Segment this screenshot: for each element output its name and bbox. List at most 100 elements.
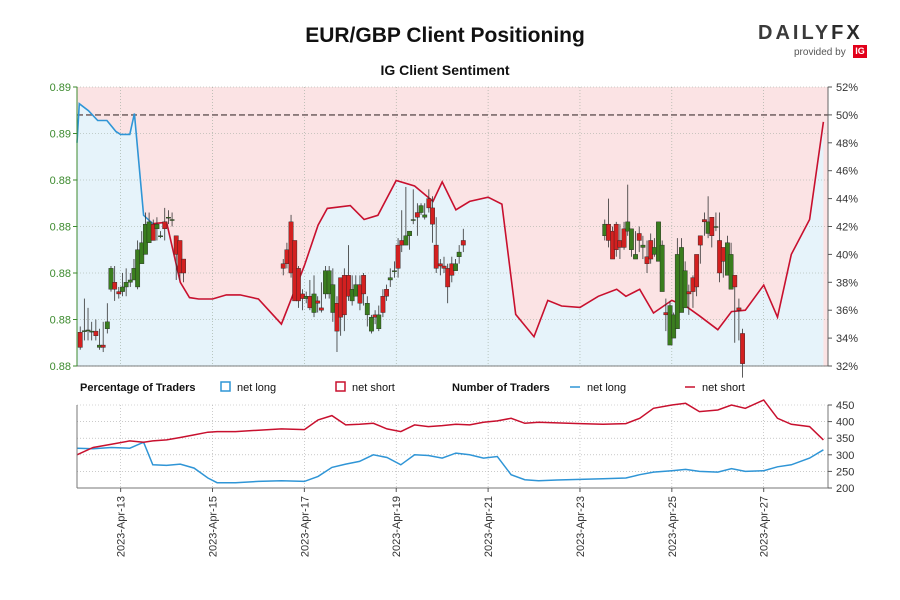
candle-bull: [158, 235, 163, 238]
logo-provided-by: provided by: [794, 47, 846, 58]
candle-bear: [732, 275, 738, 288]
candle-bear: [613, 223, 619, 250]
candle-bear: [445, 268, 451, 288]
candle-bear: [93, 330, 99, 336]
candle-bull: [674, 254, 680, 329]
candle-bear: [361, 275, 367, 295]
traders-gridlines: [77, 404, 828, 489]
candle-bear: [341, 275, 347, 316]
candle-bear: [150, 223, 156, 241]
traders-tick-label: 350: [836, 433, 854, 445]
price-tick-label: 0.88: [50, 222, 71, 234]
percent-tick-label: 48%: [836, 138, 858, 150]
candle-bull: [656, 221, 661, 262]
net-long-traders-line: [76, 441, 824, 484]
candle-bear: [414, 212, 420, 218]
price-tick-label: 0.89: [50, 129, 71, 141]
candle-bull: [154, 223, 160, 230]
candle-bear: [686, 291, 692, 295]
legend-pct-long-swatch: [220, 381, 231, 392]
candle-bear: [307, 296, 313, 309]
candle-bear: [644, 256, 650, 264]
candle-bear: [709, 216, 715, 236]
candle-bear: [636, 233, 642, 241]
candle-bull: [364, 303, 370, 316]
candle-bull: [369, 316, 374, 332]
candle-bull: [391, 270, 397, 272]
candle-bear: [740, 333, 745, 364]
candle-bull: [135, 249, 141, 288]
candle-bull: [108, 268, 114, 290]
candle-bear: [702, 219, 707, 223]
legend-num-short: net short: [702, 382, 745, 394]
candle-bull: [387, 277, 393, 281]
candle-bear: [380, 296, 386, 313]
percent-tick-label: 50%: [836, 110, 858, 122]
candle-bear: [162, 221, 168, 230]
candle-bull: [120, 286, 125, 292]
candle-bear: [395, 244, 401, 269]
candle-bear: [295, 268, 301, 302]
traders-plot-area: [77, 405, 828, 488]
legend-num-heading: Number of Traders: [452, 382, 550, 394]
net-short-traders-line: [76, 399, 824, 456]
candle-bear: [697, 235, 703, 246]
percent-tick-label: 52%: [836, 82, 858, 94]
candle-bear: [617, 240, 623, 248]
candle-bull: [169, 219, 175, 221]
traders-tick-label: 400: [836, 417, 854, 429]
candle-bull: [682, 270, 688, 309]
candle-bull: [326, 270, 332, 295]
dailyfx-logo: DAILYFX provided by IG: [758, 22, 868, 62]
ig-logo-icon: IG: [853, 45, 867, 58]
candle-bull: [456, 251, 462, 257]
net-short-pct-line: [152, 121, 825, 339]
candle-bull: [453, 263, 458, 271]
date-tick-label: 2023-Apr-15: [208, 496, 220, 557]
candle-bull: [651, 247, 657, 255]
candle-bear: [736, 307, 742, 311]
percent-tick-label: 46%: [836, 166, 858, 178]
candle-bear: [181, 258, 186, 274]
date-tick-label: 2023-Apr-17: [299, 496, 311, 557]
price-tick-label: 0.88: [50, 315, 71, 327]
candle-bull: [633, 254, 638, 260]
chart-subtitle: IG Client Sentiment: [380, 62, 510, 78]
candle-bear: [384, 289, 389, 297]
candle-bear: [315, 300, 321, 304]
percent-tick-label: 42%: [836, 222, 858, 234]
price-tick-label: 0.88: [50, 361, 71, 373]
candle-bull: [123, 282, 129, 288]
candle-bear: [606, 223, 611, 241]
traders-tick-label: 200: [836, 483, 854, 495]
legend-pct-heading: Percentage of Traders: [80, 382, 196, 394]
candle-bear: [399, 240, 405, 246]
candle-bear: [663, 312, 669, 316]
candle-bear: [694, 254, 700, 288]
price-candles: [77, 184, 745, 378]
date-tick-label: 2023-Apr-25: [667, 496, 679, 557]
legend-pct-long: net long: [237, 382, 276, 394]
logo-wordmark: DAILYFX: [758, 22, 863, 44]
candle-bear: [430, 207, 435, 225]
candle-bull: [407, 230, 412, 236]
candle-bear: [460, 240, 466, 246]
legend-pct-short-swatch: [335, 381, 346, 392]
net-long-pct-line: [76, 102, 154, 225]
candle-bear: [621, 228, 627, 248]
candle-bear: [346, 275, 351, 297]
candle-bull: [166, 216, 171, 219]
candle-bull: [640, 244, 646, 248]
candle-bull: [127, 279, 133, 283]
candle-bull: [728, 254, 734, 290]
chart-title: EUR/GBP Client Positioning: [305, 24, 585, 47]
candle-bear: [284, 249, 290, 264]
main-axes: 0.88 0.88 0.88 0.88 0.88 0.89 0.89 32% 34% 36% 38%…: [50, 82, 859, 373]
net-long-area: [77, 103, 824, 366]
candle-bull: [104, 321, 110, 330]
candle-bull: [625, 221, 631, 232]
percent-tick-label: 40%: [836, 249, 858, 261]
candle-bull: [403, 235, 409, 246]
candle-bull: [410, 219, 416, 221]
